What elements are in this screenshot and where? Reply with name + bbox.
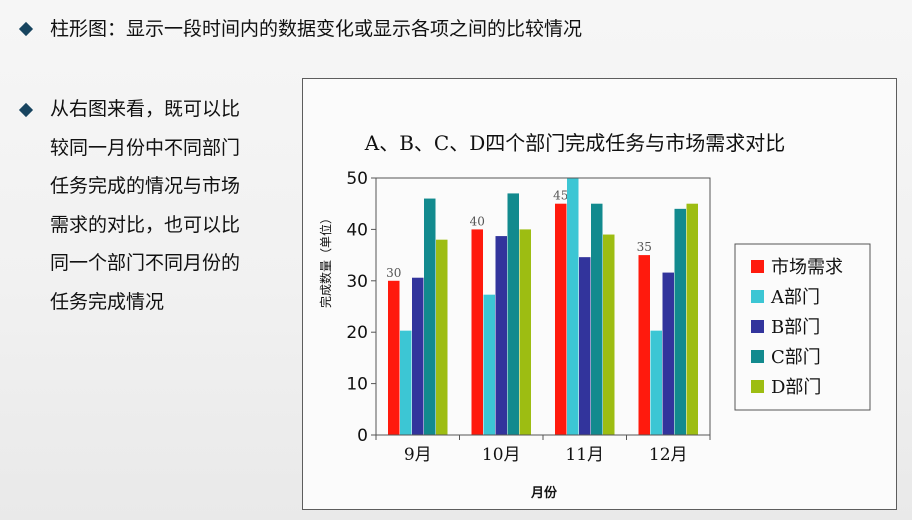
bar-group: 30 40 45 35	[386, 178, 698, 435]
legend-label: A部门	[770, 287, 820, 308]
legend-label: 市场需求	[771, 257, 843, 278]
y-tick-label: 20	[346, 323, 368, 343]
legend-swatch	[751, 260, 764, 273]
y-tick-label: 0	[357, 426, 368, 446]
legend-swatch	[751, 320, 764, 333]
description-line: 任务完成的情况与市场	[50, 175, 241, 197]
bar	[424, 198, 436, 435]
bar	[412, 277, 424, 435]
y-axis-label: 完成数量（单位）	[318, 212, 333, 308]
chart-title: A、B、C、D四个部门完成任务与市场需求对比	[364, 131, 785, 155]
x-tick-label: 11月	[565, 445, 604, 465]
y-tick-label: 30	[346, 272, 368, 292]
bar	[483, 294, 495, 435]
bar	[686, 203, 698, 435]
bar	[507, 193, 519, 435]
legend: 市场需求 A部门 B部门 C部门 D部门	[734, 243, 871, 411]
bar	[471, 229, 483, 435]
description-line: 从右图来看，既可以比	[50, 98, 241, 120]
legend-label: B部门	[771, 317, 820, 338]
x-tick-label: 9月	[404, 445, 432, 465]
x-tick-label: 12月	[649, 445, 688, 465]
y-tick-label: 40	[346, 220, 368, 240]
bar	[388, 280, 400, 435]
bar	[555, 203, 567, 435]
bar	[674, 208, 686, 435]
legend-swatch	[751, 350, 764, 363]
bar	[567, 178, 579, 435]
legend-label: D部门	[771, 377, 821, 398]
bar	[579, 257, 591, 435]
bar	[436, 239, 448, 435]
description-line: 较同一月份中不同部门	[50, 136, 241, 159]
bar	[591, 203, 603, 435]
description-line: 任务完成情况	[50, 290, 165, 313]
bar-data-label: 30	[386, 266, 401, 280]
y-tick-label: 50	[346, 169, 368, 189]
bar-data-label: 45	[553, 189, 568, 203]
bar-data-label: 35	[637, 240, 652, 254]
slide-description: 从右图来看，既可以比 较同一月份中不同部门 任务完成的情况与市场 需求的对比，也…	[50, 90, 282, 321]
description-line: 同一个部门不同月份的	[50, 252, 241, 274]
bar	[662, 272, 674, 435]
y-tick-label: 10	[346, 375, 368, 395]
axes: 9月 10月 11月 12月 0 10 20 30 40 50	[346, 169, 711, 465]
bar	[400, 330, 412, 435]
bar	[650, 330, 662, 435]
x-axis-label: 月份	[530, 485, 558, 501]
slide-heading: 柱形图：显示一段时间内的数据变化或显示各项之间的比较情况	[50, 18, 583, 40]
bar	[603, 234, 615, 435]
bar-data-label: 40	[470, 214, 485, 228]
bar	[495, 236, 507, 435]
x-tick-label: 10月	[482, 445, 521, 465]
description-line: 需求的对比，也可以比	[50, 213, 241, 236]
bar	[638, 255, 650, 435]
legend-label: C部门	[771, 347, 821, 368]
bar	[519, 229, 531, 435]
legend-swatch	[751, 380, 764, 393]
legend-swatch	[751, 290, 764, 303]
